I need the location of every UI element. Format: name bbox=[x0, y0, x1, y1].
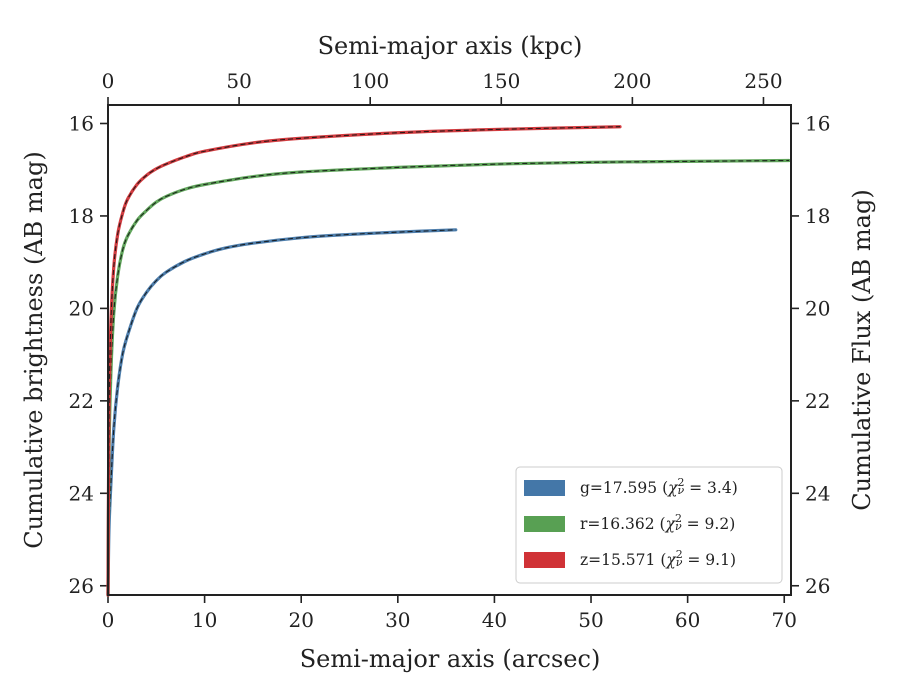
y-axis-ticks: 16 18 20 22 24 26 bbox=[69, 111, 108, 598]
x-axis-ticks: 0 10 20 30 40 50 60 70 bbox=[102, 595, 797, 632]
legend-box bbox=[515, 466, 783, 584]
x-axis-title: Semi-major axis (arcsec) bbox=[300, 645, 601, 673]
x-tick-label: 50 bbox=[578, 608, 603, 632]
legend-label-part: χ bbox=[667, 479, 679, 497]
series-model-line-0 bbox=[107, 229, 456, 596]
y2-tick-label: 22 bbox=[805, 389, 830, 413]
x2-tick-label: 100 bbox=[351, 69, 389, 93]
y-tick-label: 18 bbox=[69, 204, 94, 228]
y2-tick-label: 26 bbox=[805, 574, 830, 598]
legend-label-part: 2 bbox=[678, 476, 685, 489]
legend-label-part: 2 bbox=[675, 512, 682, 525]
y-axis-title: Cumulative brightness (AB mag) bbox=[20, 151, 48, 548]
x-tick-label: 30 bbox=[385, 608, 410, 632]
legend-label-0: g=17.595 (χ2 ν = 3.4) bbox=[580, 476, 738, 497]
legend-label-part: r=16.362 ( bbox=[580, 515, 666, 533]
y2-tick-label: 20 bbox=[805, 296, 830, 320]
x2-tick-label: 150 bbox=[482, 69, 520, 93]
legend-label-part: = 9.1) bbox=[682, 551, 736, 569]
x-tick-label: 60 bbox=[675, 608, 700, 632]
legend: g=17.595 (χ2 ν = 3.4)r=16.362 (χ2 ν = 9.2)… bbox=[515, 466, 783, 584]
x2-tick-label: 0 bbox=[102, 69, 115, 93]
legend-label-part: χ bbox=[665, 515, 677, 533]
legend-label-part: ν bbox=[676, 556, 683, 569]
legend-label-part: ν bbox=[675, 520, 682, 533]
legend-label-part: = 3.4) bbox=[684, 479, 738, 497]
x2-tick-label: 250 bbox=[744, 69, 782, 93]
legend-swatch-0 bbox=[524, 480, 565, 496]
plot-frame bbox=[107, 104, 792, 596]
x-tick-label: 20 bbox=[288, 608, 313, 632]
legend-label-part: ν bbox=[678, 484, 685, 497]
x-tick-label: 10 bbox=[192, 608, 217, 632]
y-tick-label: 22 bbox=[69, 389, 94, 413]
y-tick-label: 26 bbox=[69, 574, 94, 598]
y-tick-label: 20 bbox=[69, 296, 94, 320]
y2-axis-ticks: 16 18 20 22 24 26 bbox=[791, 111, 830, 598]
x2-axis-ticks: 0 50 100 150 200 250 bbox=[102, 69, 783, 105]
y2-tick-label: 18 bbox=[805, 204, 830, 228]
legend-label-part: z=15.571 ( bbox=[580, 551, 666, 569]
y-tick-label: 16 bbox=[69, 111, 94, 135]
series-line-0 bbox=[106, 228, 458, 597]
legend-label-part: χ bbox=[665, 551, 677, 569]
x2-axis-title: Semi-major axis (kpc) bbox=[318, 32, 583, 60]
y-tick-label: 24 bbox=[69, 481, 94, 505]
series-model-line-1 bbox=[107, 159, 790, 596]
x2-tick-label: 50 bbox=[226, 69, 251, 93]
legend-label-part: 2 bbox=[676, 548, 683, 561]
y2-axis-title: Cumulative Flux (AB mag) bbox=[848, 189, 876, 510]
series-model-line-2 bbox=[107, 126, 621, 596]
legend-label-part: g=17.595 ( bbox=[580, 479, 668, 497]
y2-tick-label: 24 bbox=[805, 481, 830, 505]
legend-label-part: = 9.2) bbox=[682, 515, 736, 533]
x-tick-label: 70 bbox=[772, 608, 797, 632]
y2-tick-label: 16 bbox=[805, 111, 830, 135]
x-tick-label: 40 bbox=[482, 608, 507, 632]
legend-label-2: z=15.571 (χ2 ν = 9.1) bbox=[580, 548, 736, 569]
legend-swatch-2 bbox=[524, 552, 565, 568]
series-layer bbox=[106, 125, 791, 597]
legend-label-1: r=16.362 (χ2 ν = 9.2) bbox=[580, 512, 735, 533]
x-tick-label: 0 bbox=[102, 608, 115, 632]
x2-tick-label: 200 bbox=[613, 69, 651, 93]
legend-swatch-1 bbox=[524, 516, 565, 532]
